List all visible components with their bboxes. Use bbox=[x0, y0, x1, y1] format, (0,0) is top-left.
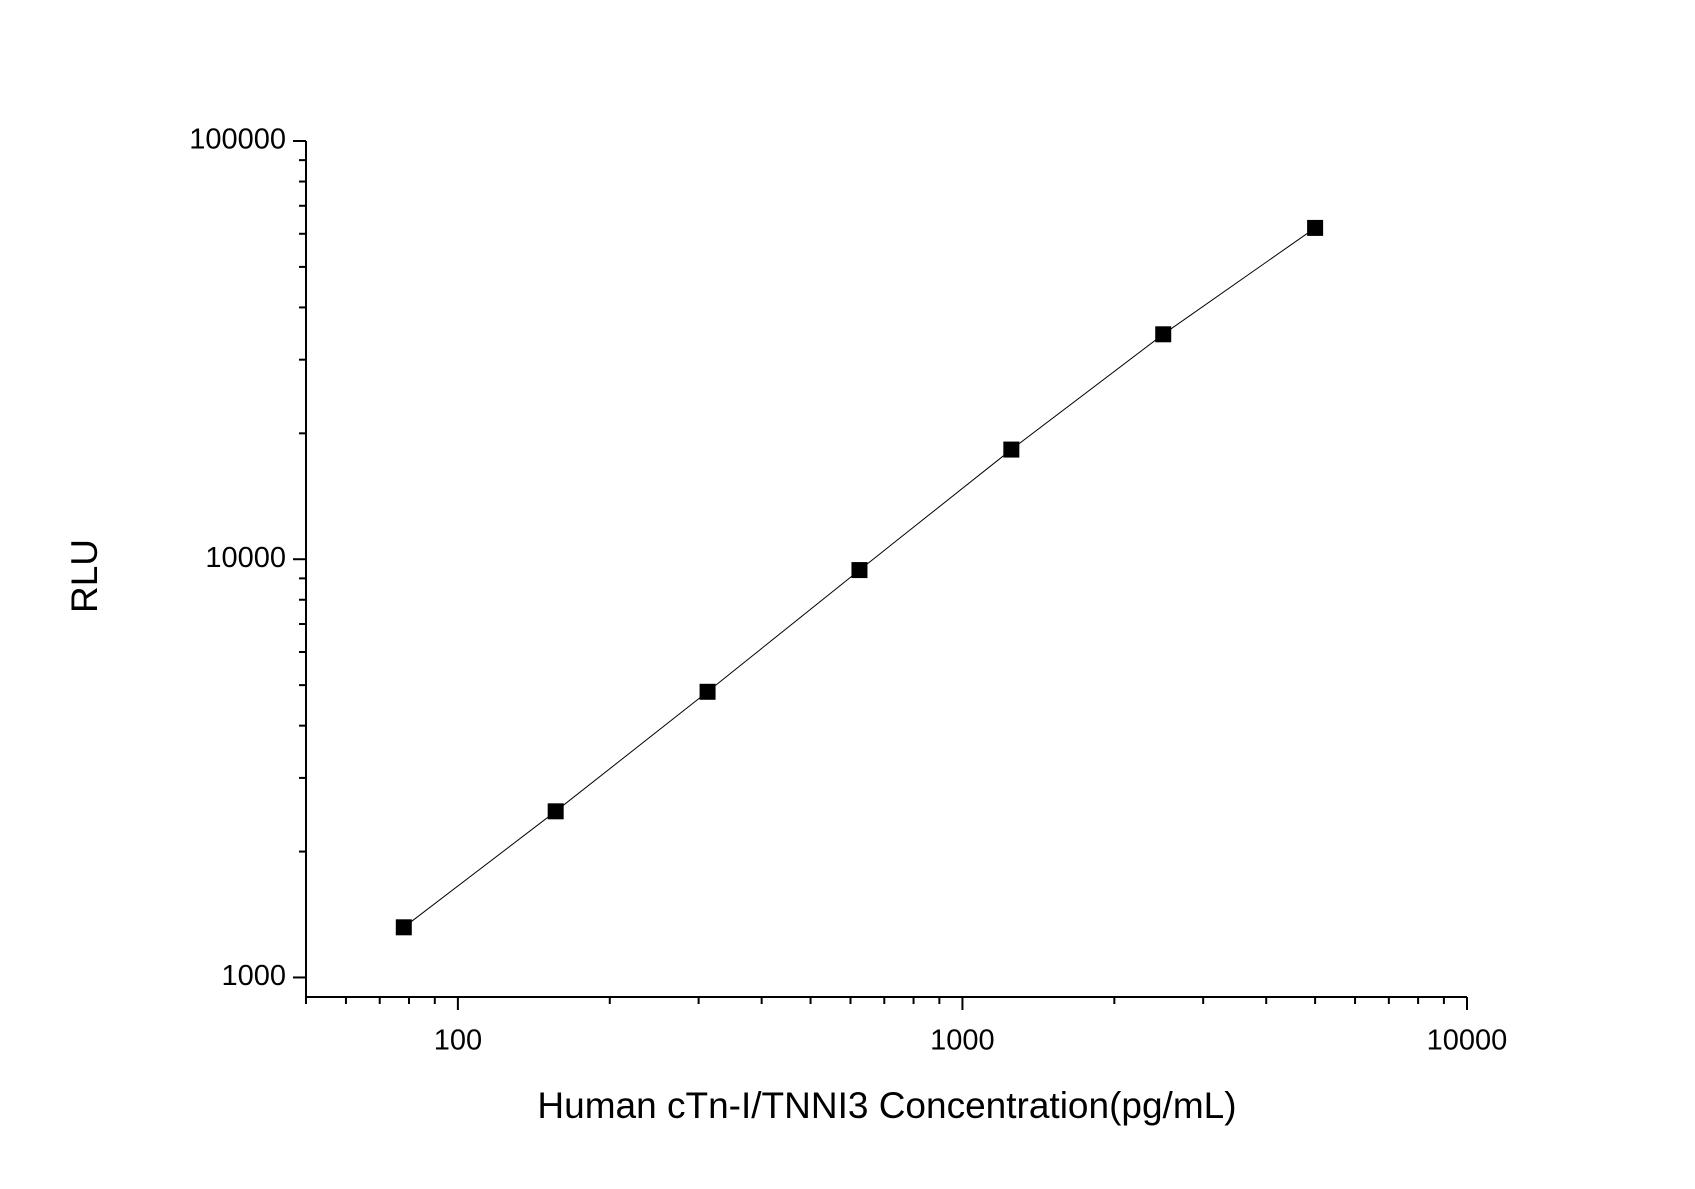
data-point bbox=[851, 562, 868, 579]
data-point bbox=[547, 803, 564, 820]
x-tick-label: 10000 bbox=[1427, 1025, 1508, 1057]
x-tick-label: 100 bbox=[434, 1025, 482, 1057]
data-point bbox=[395, 919, 412, 936]
y-axis-title: RLU bbox=[64, 539, 105, 613]
y-tick-label: 1000 bbox=[221, 960, 286, 992]
data-point bbox=[699, 683, 716, 700]
data-point bbox=[1307, 219, 1324, 236]
x-axis-title: Human cTn-I/TNNI3 Concentration(pg/mL) bbox=[537, 1085, 1236, 1126]
y-tick-label: 100000 bbox=[189, 124, 286, 156]
x-tick-label: 1000 bbox=[930, 1025, 995, 1057]
y-tick-label: 10000 bbox=[205, 542, 286, 574]
data-point bbox=[1155, 326, 1172, 343]
data-point bbox=[1003, 441, 1020, 458]
